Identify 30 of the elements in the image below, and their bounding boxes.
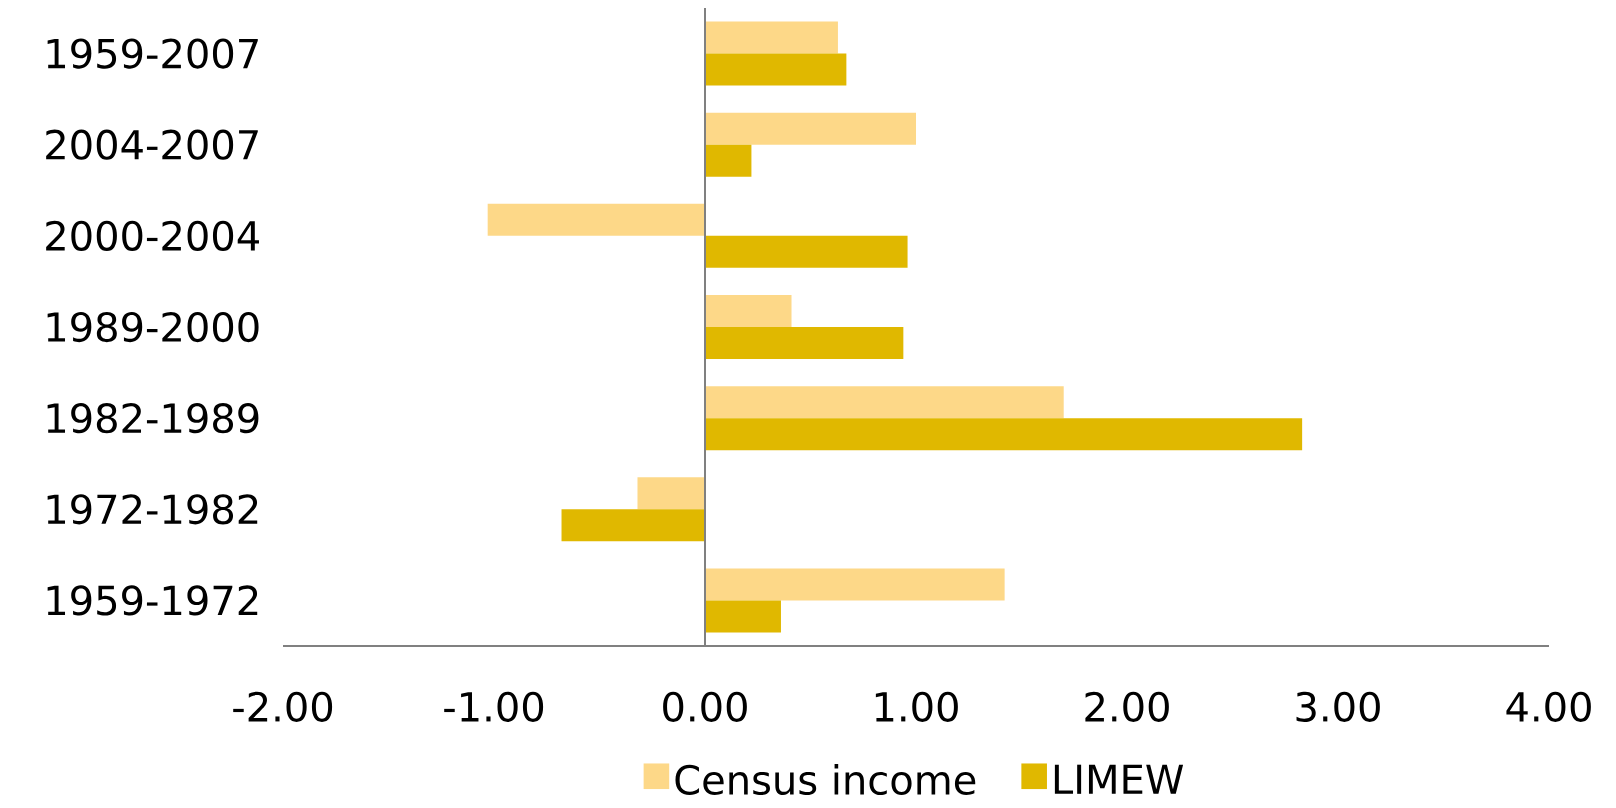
legend-label: Census income bbox=[675, 764, 976, 796]
bar bbox=[637, 477, 705, 510]
x-tick-label: 4.00 bbox=[1506, 691, 1591, 722]
y-tick-label: 1972-1982 bbox=[47, 494, 258, 525]
bar bbox=[705, 112, 917, 145]
bar bbox=[705, 53, 847, 86]
x-tick-label: 1.00 bbox=[875, 691, 958, 722]
y-tick-label: 2004-2007 bbox=[46, 129, 258, 160]
bar bbox=[705, 295, 792, 327]
y-tick-label: 1959-2007 bbox=[47, 38, 258, 69]
bar bbox=[705, 600, 781, 633]
bar bbox=[561, 509, 705, 542]
y-tick-label: 2000-2004 bbox=[46, 220, 259, 251]
legend-label: LIMEW bbox=[1054, 764, 1184, 794]
y-tick-label: 1989-2000 bbox=[47, 311, 259, 343]
x-tick-label: -2.00 bbox=[233, 691, 333, 722]
x-tick-label: 3.00 bbox=[1296, 691, 1380, 722]
y-tick-label: 1982-1989 bbox=[47, 403, 259, 434]
x-tick-label: -1.00 bbox=[444, 691, 544, 722]
bar bbox=[705, 418, 1303, 451]
bar bbox=[705, 568, 1005, 601]
bar bbox=[705, 144, 752, 177]
x-tick-label: 2.00 bbox=[1085, 691, 1169, 722]
bar bbox=[487, 203, 705, 236]
bar bbox=[705, 21, 838, 54]
x-tick-label: 0.00 bbox=[663, 691, 747, 722]
bar bbox=[705, 386, 1064, 419]
bar bbox=[705, 235, 908, 268]
y-tick-label: 1959-1972 bbox=[47, 585, 258, 616]
bar bbox=[705, 327, 904, 359]
